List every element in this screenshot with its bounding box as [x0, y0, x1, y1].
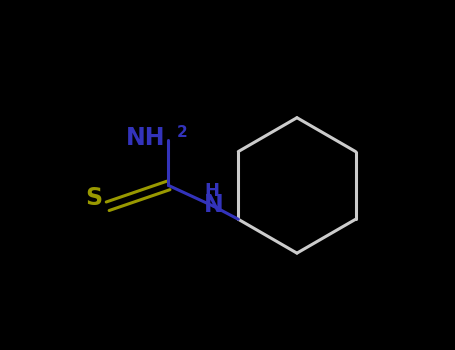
- Text: H: H: [204, 182, 219, 199]
- Text: NH: NH: [126, 126, 165, 150]
- Text: S: S: [86, 186, 102, 210]
- Text: 2: 2: [177, 125, 187, 140]
- Text: N: N: [204, 193, 223, 217]
